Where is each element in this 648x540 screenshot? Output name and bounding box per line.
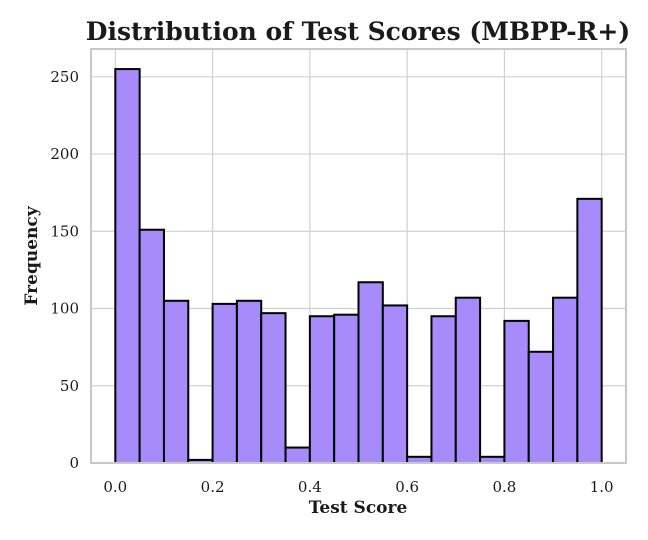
histogram-bar [284,446,311,465]
histogram-bar [381,304,409,464]
y-axis-ticks: 0 50 100 150 200 250 [50,68,79,472]
y-axis-label: Frequency [22,205,42,305]
histogram-bar [235,299,263,464]
histogram-bar [576,197,603,464]
histogram-bar [552,296,579,464]
histogram-bar [138,228,165,464]
histogram-bar [430,315,457,465]
y-tick-label: 250 [50,68,79,86]
x-axis-label: Test Score [309,498,408,518]
x-tick-label: 0.4 [298,478,322,496]
y-tick-label: 0 [69,454,79,472]
histogram-bar [162,299,190,464]
histogram-bar [114,68,141,464]
y-tick-label: 100 [50,300,79,318]
histogram-bar [527,350,555,464]
chart-title: Distribution of Test Scores (MBPP-R+) [86,17,630,46]
histogram-bars [114,68,603,465]
histogram-bar [454,296,482,464]
histogram-bar [333,313,360,465]
y-tick-label: 150 [50,222,79,240]
x-tick-label: 0.2 [201,478,225,496]
x-tick-label: 0.8 [492,478,516,496]
histogram-bar [260,312,287,464]
histogram-bar [503,319,530,464]
y-tick-label: 200 [50,145,79,163]
x-tick-label: 0.6 [395,478,419,496]
y-tick-label: 50 [60,377,79,395]
histogram-bar [308,315,336,465]
histogram-bar [357,281,384,464]
x-axis-ticks: 0.0 0.2 0.4 0.6 0.8 1.0 [103,478,613,496]
histogram-bar [211,302,238,464]
x-tick-label: 0.0 [103,478,127,496]
plot-frame [90,48,627,464]
x-tick-label: 1.0 [590,478,614,496]
